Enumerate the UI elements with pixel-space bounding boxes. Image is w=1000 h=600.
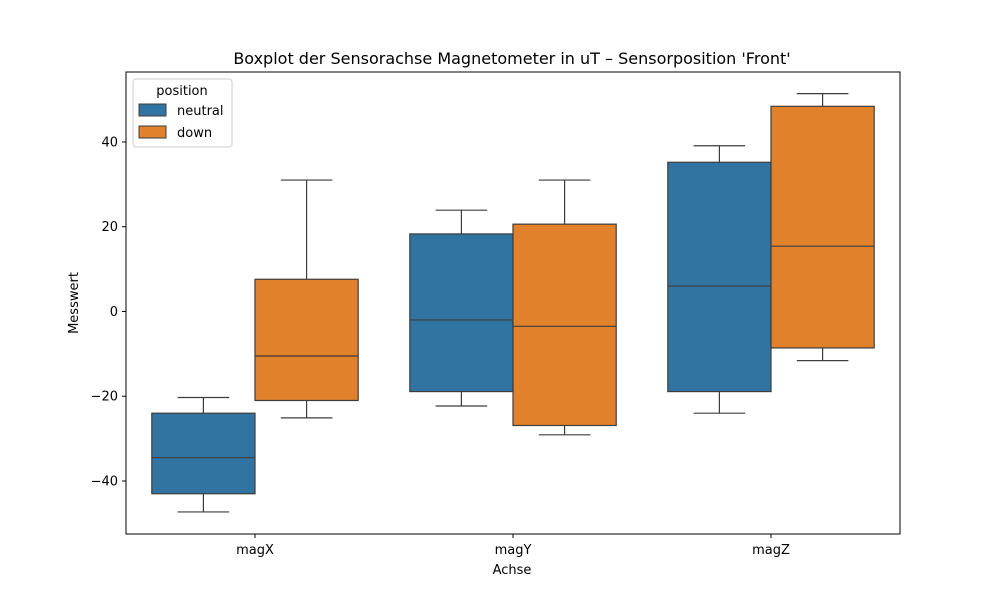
legend-swatch-neutral [138,103,167,117]
legend-title: position [156,84,208,99]
x-tick-label: magX [236,543,274,558]
x-tick-label: magY [495,543,532,558]
legend-label-down: down [177,126,212,141]
y-tick-label: 0 [110,305,118,320]
box-iqr [151,412,256,495]
box-down-magx [254,179,359,419]
legend: position neutral down [132,78,233,148]
y-tick-label: 40 [101,135,118,150]
y-axis-label: Messwert [67,272,82,334]
y-axis: −40 −20 0 20 40 [91,135,126,490]
box-neutral-magx [151,396,256,513]
box-down-magz [770,93,875,362]
box-neutral-magy [409,209,514,407]
box-down-magy [512,179,617,436]
y-tick-label: 20 [101,220,118,235]
y-tick-label: −20 [91,390,118,405]
y-tick-label: −40 [91,475,118,490]
box-iqr [409,233,514,393]
x-axis-label: Achse [493,563,532,578]
legend-swatch-down [138,125,167,139]
plot-area [151,93,875,513]
x-axis: magX magY magZ [236,534,790,558]
legend-label-neutral: neutral [177,104,224,119]
box-iqr [254,278,359,402]
box-iqr [770,105,875,349]
box-iqr [667,161,772,393]
x-tick-label: magZ [752,543,790,558]
box-iqr [512,223,617,427]
chart-title: Boxplot der Sensorachse Magnetometer in … [233,49,790,68]
box-neutral-magz [667,145,772,414]
